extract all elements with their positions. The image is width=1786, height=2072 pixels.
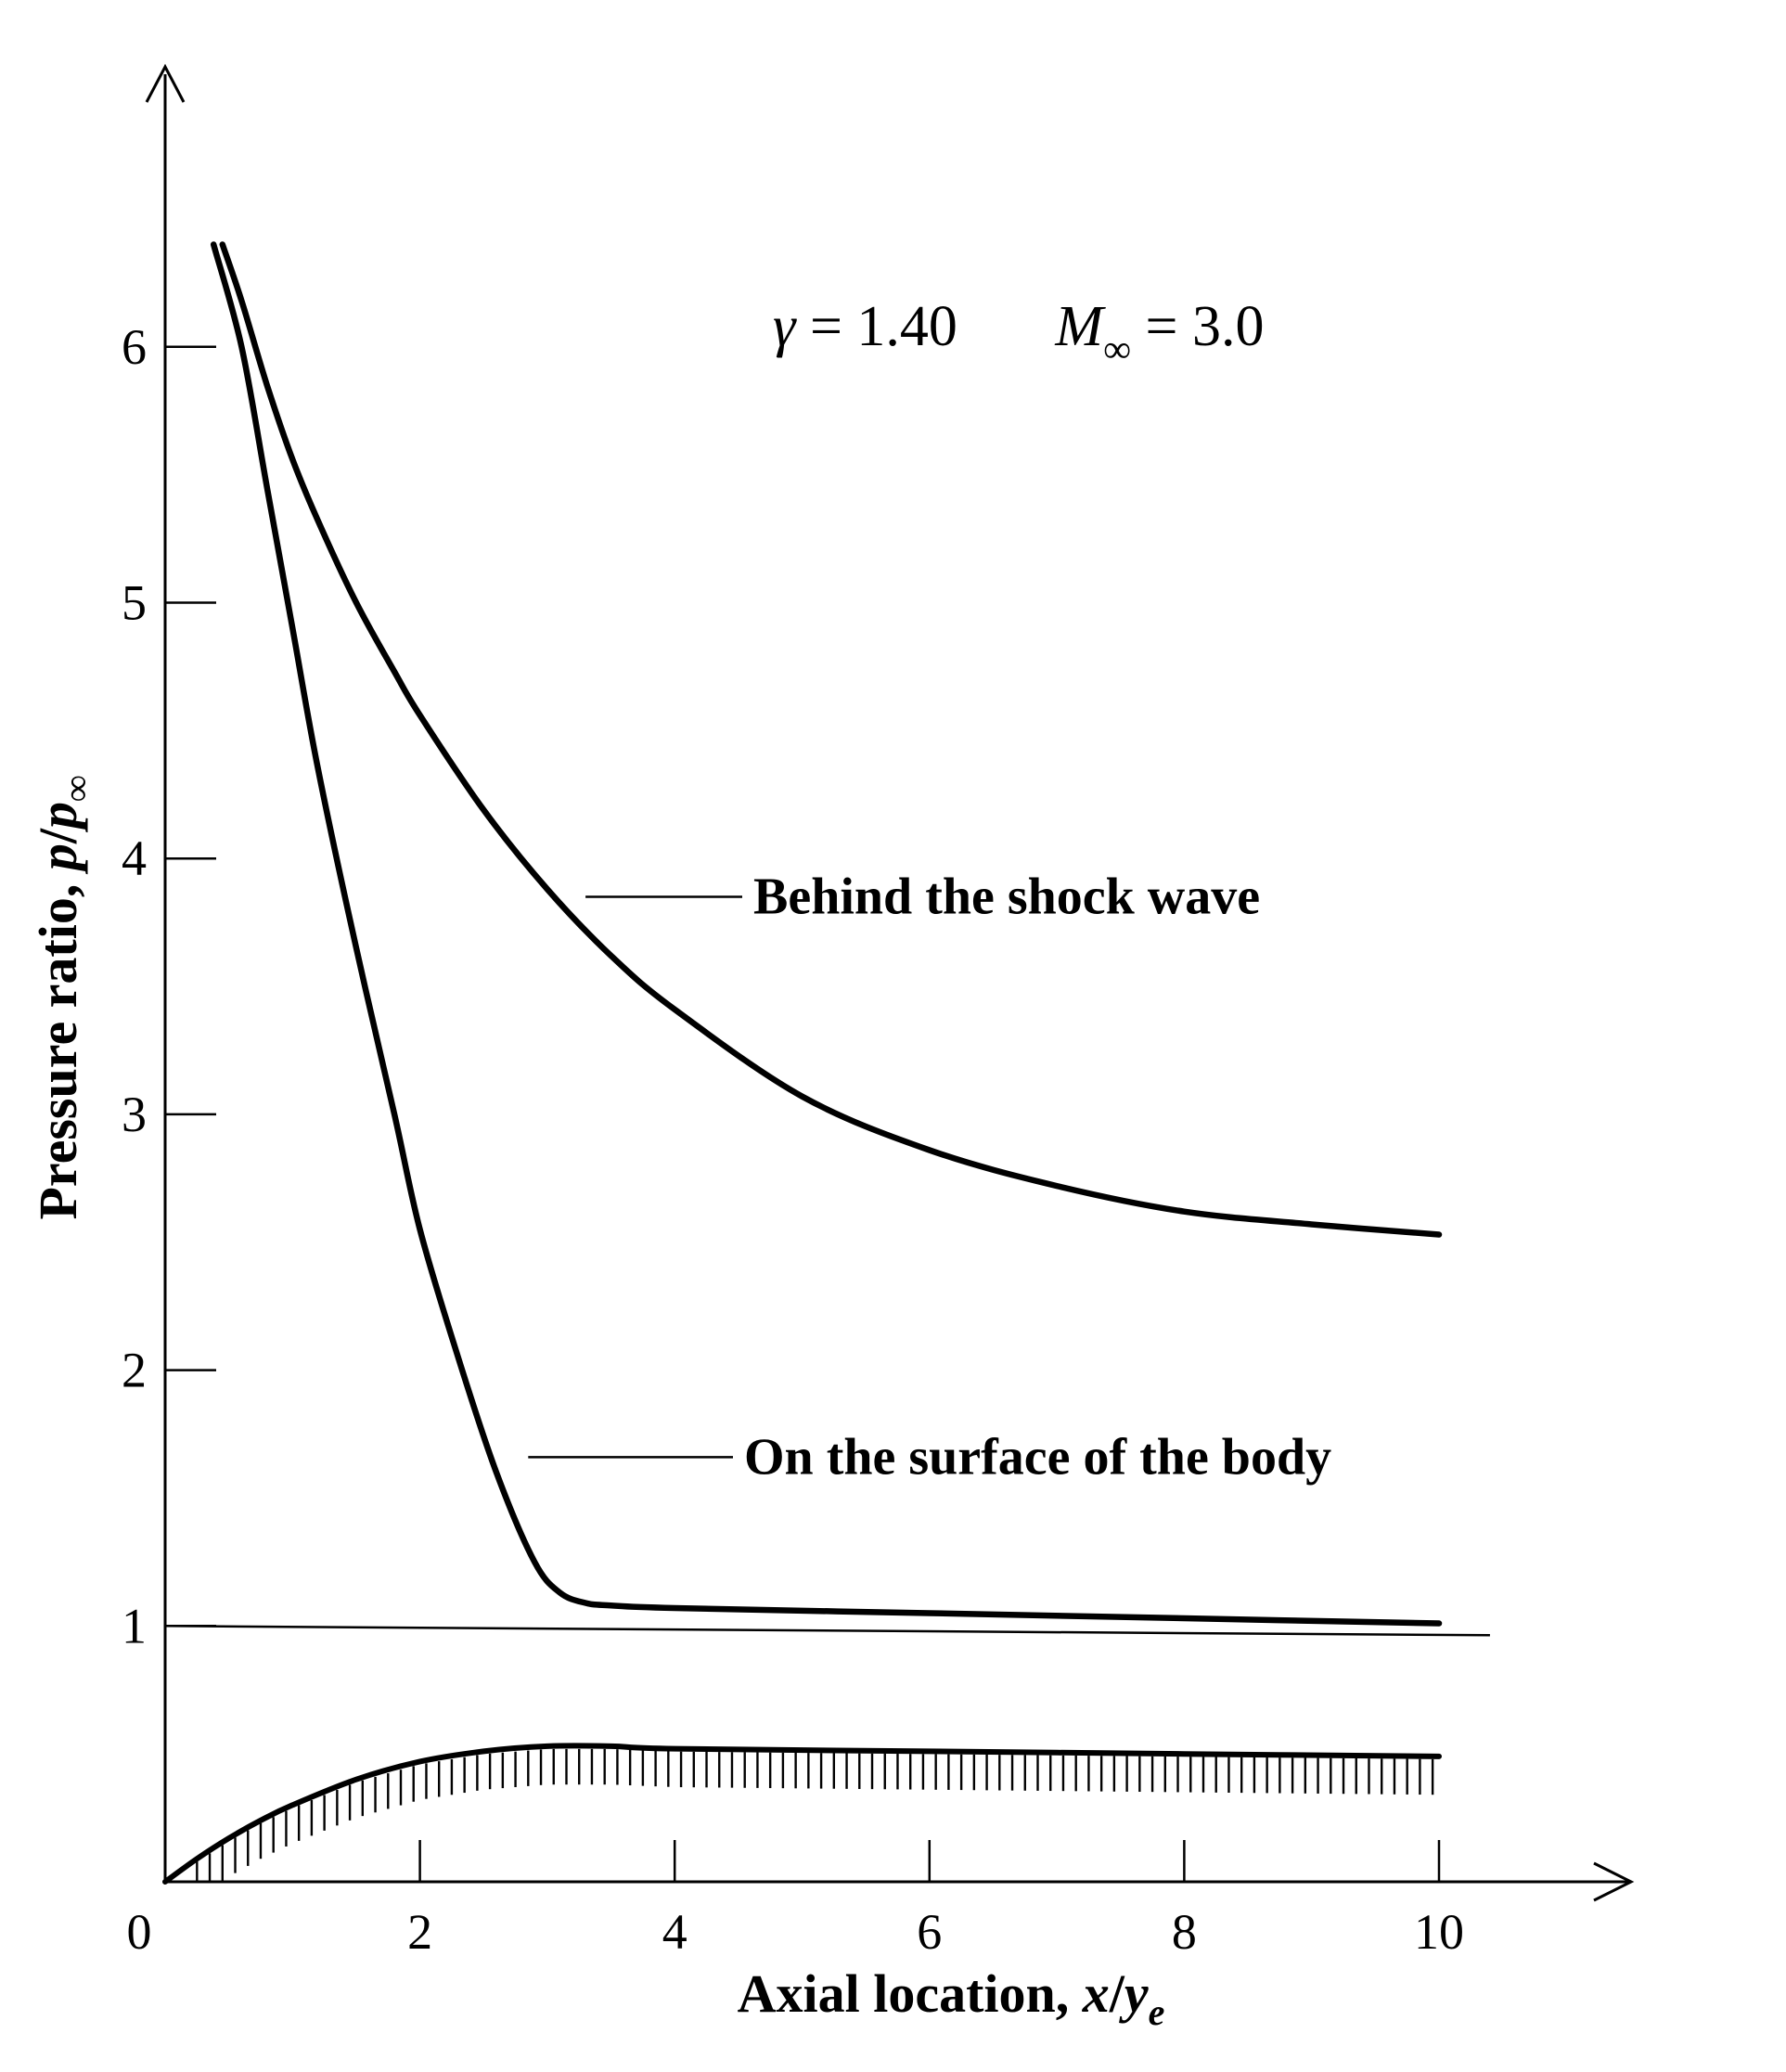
- gamma-value: = 1.40: [795, 295, 957, 358]
- x-axis-title-slash: /: [1109, 1963, 1125, 2024]
- series-line-2: [210, 241, 1443, 1627]
- axes: [145, 63, 1635, 1902]
- series-line-1: [219, 241, 1443, 1238]
- gamma-symbol: γ: [773, 295, 797, 358]
- y-axis-title-var2: p: [28, 802, 88, 833]
- x-ticks: 0 2 4 6 8 10: [127, 1840, 1464, 1960]
- x-axis-title: Axial location, x/ye: [738, 1963, 1165, 2033]
- series-group: Behind the shock wave On the surface of t…: [210, 241, 1443, 1627]
- y-axis-arrowhead: [145, 63, 186, 103]
- y-tick-label-6: 6: [122, 319, 147, 375]
- y-tick-label-4: 4: [122, 830, 147, 886]
- mach-subscript: ∞: [1103, 328, 1131, 371]
- y-tick-label-2: 2: [122, 1343, 147, 1398]
- series-label-1: Behind the shock wave: [753, 869, 1260, 926]
- mach-symbol: M: [1054, 295, 1106, 358]
- x-tick-label-4: 4: [662, 1904, 687, 1960]
- y-ticks: 1 2 3 4 5 6: [122, 319, 216, 1654]
- y-axis-title-prefix: Pressure ratio,: [28, 870, 88, 1219]
- x-axis-title-sub: e: [1149, 1991, 1165, 2033]
- x-axis-title-var2: y: [1119, 1963, 1149, 2024]
- y-tick-label-5: 5: [122, 575, 147, 631]
- series-label-2: On the surface of the body: [744, 1428, 1331, 1486]
- x-tick-label-0: 0: [127, 1904, 152, 1960]
- body-contour: [162, 1743, 1442, 1885]
- reference-line: [164, 1625, 1490, 1637]
- body-contour-group: [162, 1743, 1442, 1885]
- y-axis-title-var: p: [28, 843, 88, 875]
- series-2: On the surface of the body: [210, 241, 1443, 1627]
- x-axis-title-var: x: [1082, 1963, 1110, 2024]
- parameters-annotation: γ = 1.40 M∞ = 3.0: [773, 295, 1264, 371]
- y-axis-title-sub: ∞: [56, 775, 97, 802]
- body-hatching: [196, 1748, 1434, 1882]
- mach-value: = 3.0: [1131, 295, 1264, 358]
- y-tick-label-3: 3: [122, 1087, 147, 1142]
- x-tick-label-6: 6: [917, 1904, 942, 1960]
- x-tick-label-8: 8: [1172, 1904, 1197, 1960]
- x-tick-label-10: 10: [1414, 1904, 1464, 1960]
- x-axis-arrowhead: [1593, 1861, 1635, 1902]
- y-tick-label-1: 1: [122, 1598, 147, 1654]
- series-1: Behind the shock wave: [219, 241, 1443, 1238]
- x-tick-label-2: 2: [407, 1904, 432, 1960]
- y-axis-title: Pressure ratio, p/p∞: [28, 775, 97, 1219]
- y-axis-title-slash: /: [28, 828, 88, 844]
- x-axis-title-prefix: Axial location,: [738, 1963, 1083, 2024]
